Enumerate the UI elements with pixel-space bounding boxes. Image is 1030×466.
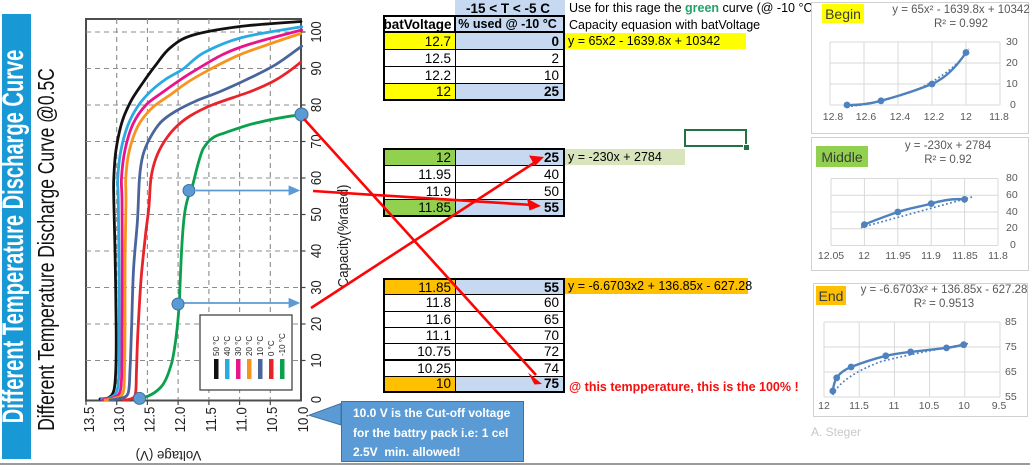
svg-text:100: 100 <box>308 21 324 43</box>
svg-text:80: 80 <box>308 98 324 113</box>
svg-text:11.0: 11.0 <box>233 407 250 432</box>
svg-text:90: 90 <box>308 61 324 76</box>
svg-text:30 °C: 30 °C <box>234 336 243 356</box>
svg-text:20 °C: 20 °C <box>245 336 254 356</box>
svg-text:12.0: 12.0 <box>171 407 188 433</box>
svg-text:10 °C: 10 °C <box>256 336 265 356</box>
svg-text:-10 °C: -10 °C <box>278 333 287 356</box>
svg-text:13.0: 13.0 <box>110 407 127 433</box>
svg-text:Capacity(%rated): Capacity(%rated) <box>334 185 351 288</box>
svg-text:40 °C: 40 °C <box>223 336 232 356</box>
svg-text:40: 40 <box>308 244 324 259</box>
svg-text:60: 60 <box>308 171 324 186</box>
svg-text:Different Temperature Discharg: Different Temperature Discharge Curve <box>0 50 30 424</box>
svg-text:50: 50 <box>308 207 324 222</box>
svg-text:Voltage (V): Voltage (V) <box>136 448 202 463</box>
svg-text:12.5: 12.5 <box>141 407 158 433</box>
svg-text:10.0: 10.0 <box>294 407 311 433</box>
svg-text:11.5: 11.5 <box>202 407 219 432</box>
svg-text:13.5: 13.5 <box>80 407 97 433</box>
svg-text:10.5: 10.5 <box>263 407 280 433</box>
svg-text:10: 10 <box>308 353 324 368</box>
svg-text:20: 20 <box>308 317 324 332</box>
svg-text:30: 30 <box>308 280 324 295</box>
svg-text:70: 70 <box>308 134 324 149</box>
svg-text:0: 0 <box>308 396 324 403</box>
svg-text:0 °C: 0 °C <box>267 340 276 356</box>
svg-text:Different Temperature Discharg: Different Temperature Discharge Curve @0… <box>35 68 60 431</box>
svg-text:50 °C: 50 °C <box>212 336 221 356</box>
